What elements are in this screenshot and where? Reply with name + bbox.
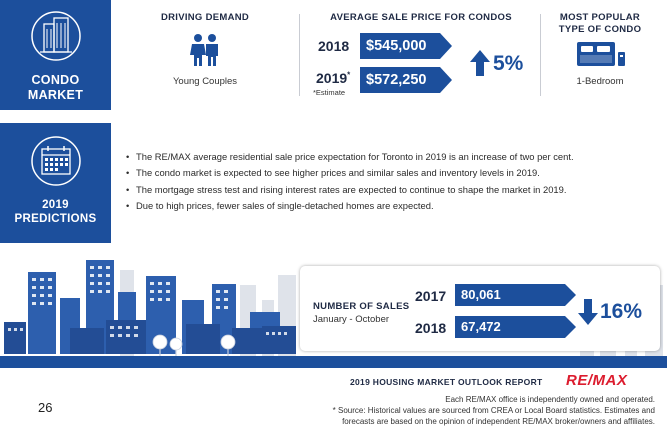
predictions-list: The RE/MAX average residential sale pric…: [126, 149, 656, 215]
sales-year-2017: 2017: [415, 288, 447, 304]
sales-year-2018: 2018: [415, 320, 447, 336]
remax-logo: RE/MAX: [566, 372, 628, 389]
sales-change-percent: 16%: [600, 300, 643, 323]
sales-label: NUMBER OF SALES: [313, 301, 410, 312]
prediction-item: The RE/MAX average residential sale pric…: [126, 149, 656, 165]
arrow-down-icon: [578, 299, 598, 325]
popular-type-header: MOST POPULAR TYPE OF CONDO: [558, 12, 642, 35]
estimate-note: *Estimate: [313, 88, 346, 97]
prediction-item: Due to high prices, fewer sales of singl…: [126, 198, 656, 214]
city-skyline-illustration: [4, 260, 663, 360]
building-icon: [31, 11, 81, 61]
driving-demand-value: Young Couples: [172, 76, 238, 87]
couple-icon: [190, 34, 218, 66]
footer-note-2: * Source: Historical values are sourced …: [332, 406, 655, 415]
bed-icon: [577, 42, 625, 66]
arrow-up-icon: [470, 50, 490, 76]
divider: [540, 14, 541, 96]
sales-value-2017: 80,061: [455, 284, 576, 306]
sales-value-2018: 67,472: [455, 316, 576, 338]
divider: [299, 14, 300, 96]
prediction-item: The condo market is expected to see high…: [126, 165, 656, 181]
predictions-tile: 2019 PREDICTIONS: [0, 123, 111, 243]
condo-market-panel: [0, 0, 667, 110]
footer-note-1: Each RE/MAX office is independently owne…: [445, 395, 655, 404]
price-year-2018: 2018: [318, 38, 350, 54]
calendar-icon: [31, 136, 81, 186]
page-number: 26: [38, 400, 53, 415]
sales-period: January - October: [313, 314, 390, 325]
prediction-item: The mortgage stress test and rising inte…: [126, 182, 656, 198]
driving-demand-header: DRIVING DEMAND: [160, 12, 250, 23]
report-title: 2019 HOUSING MARKET OUTLOOK REPORT: [350, 377, 543, 387]
price-change-percent: 5%: [493, 52, 524, 75]
price-value-2018: $545,000: [360, 33, 452, 59]
condo-market-tile: CONDO MARKET: [0, 0, 111, 110]
popular-type-value: 1-Bedroom: [576, 76, 624, 87]
avg-price-header: AVERAGE SALE PRICE FOR CONDOS: [330, 12, 512, 23]
predictions-title: 2019 PREDICTIONS: [14, 199, 97, 225]
condo-market-title: CONDO MARKET: [27, 73, 84, 102]
ground-strip: [0, 356, 667, 368]
price-year-2019: 2019*: [316, 70, 351, 86]
price-value-2019: $572,250: [360, 67, 452, 93]
footer-note-3: forecasts are based on the opinion of in…: [342, 417, 655, 426]
